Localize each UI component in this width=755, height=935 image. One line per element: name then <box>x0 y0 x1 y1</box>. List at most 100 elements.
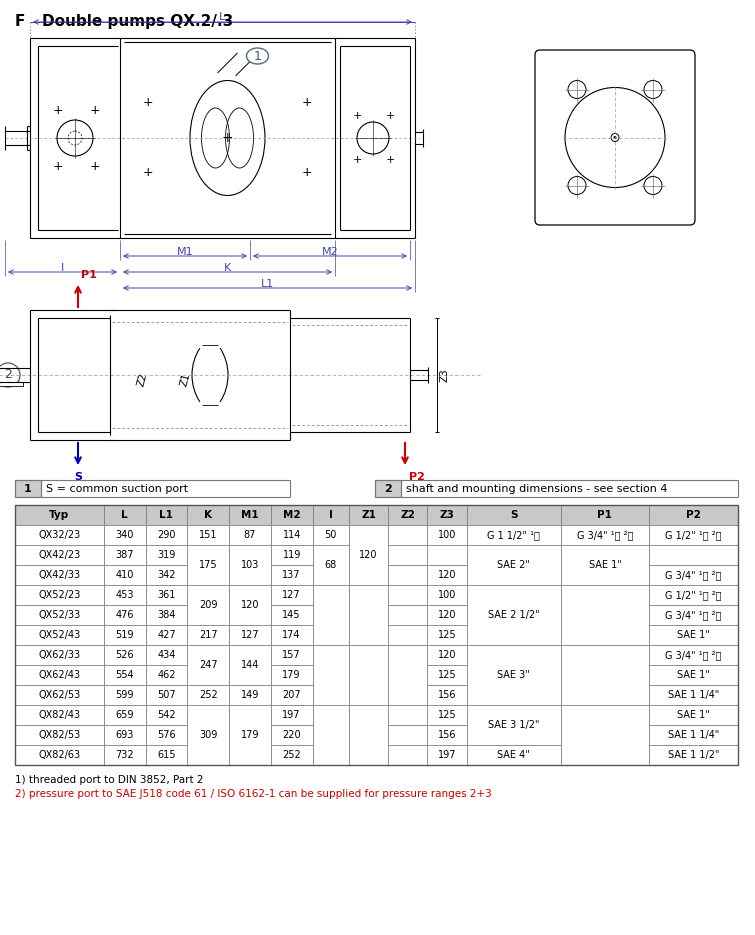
Bar <box>15 725 103 745</box>
Text: 732: 732 <box>116 750 134 760</box>
Bar <box>271 545 313 565</box>
Text: 127: 127 <box>282 590 301 600</box>
Text: M1: M1 <box>177 247 193 257</box>
Text: 179: 179 <box>241 730 259 740</box>
Bar <box>103 725 146 745</box>
Bar <box>103 525 146 545</box>
Bar <box>649 565 738 585</box>
Bar <box>271 585 313 605</box>
Bar <box>103 665 146 685</box>
Text: 125: 125 <box>438 630 456 640</box>
Text: 220: 220 <box>282 730 301 740</box>
Text: Z1: Z1 <box>361 510 376 520</box>
Bar <box>649 725 738 745</box>
Bar <box>313 505 349 525</box>
Ellipse shape <box>246 48 269 64</box>
Bar <box>388 745 427 765</box>
Text: 319: 319 <box>157 550 176 560</box>
Text: +: + <box>385 155 395 165</box>
Text: K: K <box>224 263 231 273</box>
Bar <box>187 505 229 525</box>
Text: Z3: Z3 <box>439 510 455 520</box>
Bar <box>427 525 467 545</box>
Text: 434: 434 <box>157 650 176 660</box>
Text: shaft and mounting dimensions - see section 4: shaft and mounting dimensions - see sect… <box>406 483 667 494</box>
Text: +: + <box>53 104 63 117</box>
Bar <box>467 705 560 745</box>
Bar <box>649 505 738 525</box>
Bar <box>146 685 187 705</box>
Bar <box>467 545 560 585</box>
Text: 252: 252 <box>282 750 301 760</box>
Bar <box>649 525 738 545</box>
Bar <box>388 565 427 585</box>
Bar <box>388 605 427 625</box>
Bar <box>349 645 388 705</box>
Text: SAE 1": SAE 1" <box>677 670 710 680</box>
Bar <box>103 685 146 705</box>
Text: P1: P1 <box>597 510 612 520</box>
Bar <box>467 745 560 765</box>
Text: 519: 519 <box>116 630 134 640</box>
Text: 125: 125 <box>438 670 456 680</box>
Text: 144: 144 <box>241 660 259 670</box>
Text: SAE 1": SAE 1" <box>677 630 710 640</box>
Bar <box>313 645 349 705</box>
Text: 149: 149 <box>241 690 259 700</box>
Bar <box>229 545 271 585</box>
Text: Z2: Z2 <box>135 372 149 388</box>
Text: M1: M1 <box>241 510 259 520</box>
Text: 156: 156 <box>438 690 456 700</box>
Bar <box>560 705 649 765</box>
Text: 453: 453 <box>116 590 134 600</box>
Bar <box>271 665 313 685</box>
Text: G 3/4" ¹⧣ ²⧣: G 3/4" ¹⧣ ²⧣ <box>665 610 722 620</box>
Text: +: + <box>90 104 100 117</box>
Text: S = common suction port: S = common suction port <box>46 483 188 494</box>
Text: 68: 68 <box>325 560 337 570</box>
Bar <box>427 645 467 665</box>
Bar <box>103 605 146 625</box>
Bar <box>146 625 187 645</box>
Bar <box>427 665 467 685</box>
Text: 156: 156 <box>438 730 456 740</box>
Bar <box>103 625 146 645</box>
Text: M2: M2 <box>322 247 338 257</box>
Text: 120: 120 <box>359 550 378 560</box>
Text: 207: 207 <box>282 690 301 700</box>
Bar <box>15 685 103 705</box>
Text: 384: 384 <box>157 610 176 620</box>
Bar <box>649 545 738 565</box>
Text: 2: 2 <box>4 368 12 381</box>
Bar <box>146 525 187 545</box>
Text: SAE 1 1/4": SAE 1 1/4" <box>668 690 720 700</box>
Bar <box>15 665 103 685</box>
Bar <box>146 645 187 665</box>
Text: Z1: Z1 <box>178 372 192 388</box>
Bar <box>103 585 146 605</box>
Text: +: + <box>143 96 153 109</box>
Bar <box>15 705 103 725</box>
Bar <box>313 705 349 765</box>
Text: 693: 693 <box>116 730 134 740</box>
Bar <box>349 585 388 645</box>
Text: I: I <box>61 263 64 273</box>
Bar <box>388 545 427 565</box>
Bar <box>15 505 738 765</box>
Text: SAE 1": SAE 1" <box>677 710 710 720</box>
Bar <box>103 745 146 765</box>
Bar <box>229 505 271 525</box>
Bar <box>349 505 388 525</box>
Bar <box>229 625 271 645</box>
Text: 476: 476 <box>116 610 134 620</box>
Text: 209: 209 <box>199 600 217 610</box>
Text: QX52/23: QX52/23 <box>39 590 81 600</box>
Text: 87: 87 <box>244 530 256 540</box>
Bar <box>146 665 187 685</box>
Text: 410: 410 <box>116 570 134 580</box>
Bar <box>388 505 427 525</box>
Text: 100: 100 <box>438 530 456 540</box>
Bar <box>427 565 467 585</box>
Text: SAE 4": SAE 4" <box>497 750 530 760</box>
Text: 1: 1 <box>254 50 261 63</box>
